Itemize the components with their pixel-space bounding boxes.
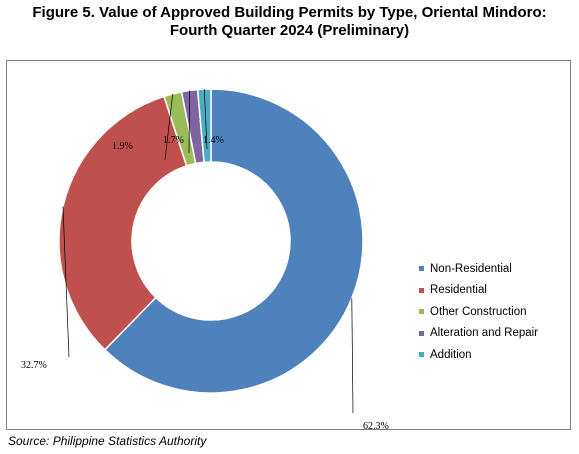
chart-title-line-1: Figure 5. Value of Approved Building Per… bbox=[32, 4, 547, 21]
leader-line-addition bbox=[203, 89, 208, 150]
legend-item-non-residential: Non-Residential bbox=[419, 258, 538, 280]
legend: Non-Residential Residential Other Constr… bbox=[419, 258, 538, 366]
legend-label: Residential bbox=[430, 284, 487, 297]
legend-swatch bbox=[419, 266, 424, 272]
chart-area: 62.3% 32.7% 1.9% 1.7% 1.4% Non-Residential R… bbox=[6, 60, 571, 430]
legend-swatch bbox=[419, 330, 424, 336]
data-label-alteration-and-repair: 1.7% bbox=[163, 135, 184, 146]
legend-swatch bbox=[419, 287, 424, 293]
legend-label: Alteration and Repair bbox=[430, 327, 539, 340]
legend-item-addition: Addition bbox=[419, 344, 538, 366]
donut-chart: 62.3% 32.7% 1.9% 1.7% 1.4% bbox=[21, 88, 389, 429]
leader-line-alteration-and-repair bbox=[188, 90, 190, 154]
leader-line-non-residential bbox=[351, 298, 354, 414]
data-label-residential: 32.7% bbox=[21, 360, 47, 371]
chart-title: Figure 5. Value of Approved Building Per… bbox=[0, 4, 579, 40]
leader-line-residential bbox=[62, 206, 70, 358]
legend-item-residential: Residential bbox=[419, 280, 538, 302]
legend-swatch bbox=[419, 352, 424, 358]
leader-line-other-construction bbox=[164, 93, 174, 161]
legend-item-alteration-and-repair: Alteration and Repair bbox=[419, 323, 538, 345]
slice-non-residential bbox=[103, 88, 364, 394]
legend-label: Addition bbox=[430, 348, 472, 361]
chart-title-line-2: Fourth Quarter 2024 (Preliminary) bbox=[169, 22, 410, 39]
slice-residential bbox=[58, 95, 188, 351]
data-label-addition: 1.4% bbox=[203, 135, 224, 146]
data-label-other-construction: 1.9% bbox=[112, 141, 133, 152]
data-label-non-residential: 62.3% bbox=[363, 421, 389, 429]
slice-addition bbox=[196, 88, 212, 164]
legend-item-other-construction: Other Construction bbox=[419, 301, 538, 323]
source-note: Source: Philippine Statistics Authority bbox=[8, 434, 207, 448]
legend-swatch bbox=[419, 309, 424, 315]
legend-label: Other Construction bbox=[430, 305, 527, 318]
legend-label: Non-Residential bbox=[430, 262, 512, 275]
